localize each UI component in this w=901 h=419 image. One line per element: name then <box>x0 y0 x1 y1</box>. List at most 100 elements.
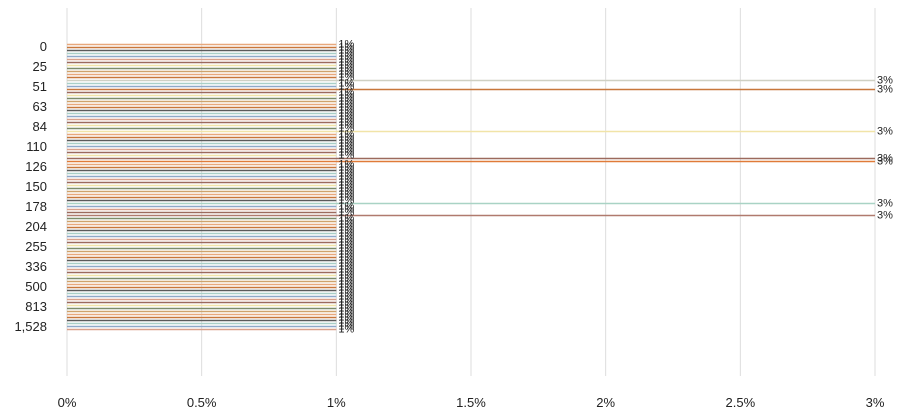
bar-value-label: 1% <box>338 195 354 207</box>
y-tick-label: 500 <box>25 279 47 294</box>
bar-value-label: 1% <box>338 261 354 273</box>
bar-value-label: 3% <box>877 153 893 165</box>
bar-value-label: 1% <box>338 129 354 141</box>
y-tick-label: 813 <box>25 299 47 314</box>
bars <box>67 43 875 331</box>
bar-value-label: 1% <box>338 216 354 228</box>
bar-value-label: 1% <box>338 42 354 54</box>
bar-value-label: 1% <box>338 66 354 78</box>
bar-value-label: 1% <box>338 111 354 123</box>
bar-value-label: 1% <box>338 201 354 213</box>
bar-value-label: 1% <box>338 135 354 147</box>
x-tick-label: 1.5% <box>456 395 486 410</box>
x-axis-ticks: 0% 0.5% 1% 1.5% 2% 2.5% 3% <box>58 395 885 410</box>
bar-value-label: 1% <box>338 69 354 81</box>
y-tick-label: 84 <box>33 119 47 134</box>
bar-value-label: 1% <box>338 93 354 105</box>
y-tick-label: 51 <box>33 79 47 94</box>
bar-value-label: 1% <box>338 183 354 195</box>
bar-value-label: 1% <box>338 279 354 291</box>
bar-value-label: 1% <box>338 54 354 66</box>
bar-value-label: 1% <box>338 144 354 156</box>
bar-value-label: 1% <box>338 117 354 129</box>
bar-value-label: 1% <box>338 240 354 252</box>
x-tick-label: 0.5% <box>187 395 217 410</box>
bar-value-label: 1% <box>338 213 354 225</box>
bar-value-label: 1% <box>338 270 354 282</box>
bar-value-label: 1% <box>338 321 354 333</box>
bar-value-label: 1% <box>338 243 354 255</box>
bar-value-label: 1% <box>338 186 354 198</box>
bar-value-label: 1% <box>338 285 354 297</box>
bar-value-label: 1% <box>338 237 354 249</box>
bar-value-label: 1% <box>338 171 354 183</box>
y-tick-label: 110 <box>26 139 47 154</box>
bar-value-label: 1% <box>338 45 354 57</box>
bar-value-label: 3% <box>877 156 893 168</box>
bar-value-label: 1% <box>338 276 354 288</box>
bar-value-label: 1% <box>338 225 354 237</box>
bar-value-label: 1% <box>338 60 354 72</box>
bar-value-label: 1% <box>338 174 354 186</box>
bar-value-label: 1% <box>338 123 354 135</box>
bar-value-label: 1% <box>338 312 354 324</box>
bar-value-label: 1% <box>338 51 354 63</box>
x-tick-label: 1% <box>327 395 346 410</box>
bar-value-label: 1% <box>338 300 354 312</box>
bar-value-label: 1% <box>338 231 354 243</box>
bar-value-label: 1% <box>338 228 354 240</box>
bar-value-label: 1% <box>338 138 354 150</box>
bar-value-label: 1% <box>338 318 354 330</box>
y-tick-label: 63 <box>33 99 47 114</box>
bar-value-label: 1% <box>338 108 354 120</box>
bar-value-label: 1% <box>338 291 354 303</box>
bar-value-label: 1% <box>338 87 354 99</box>
bar-value-label: 1% <box>338 168 354 180</box>
bar-value-label: 1% <box>338 39 354 51</box>
bar-value-label: 1% <box>338 57 354 69</box>
bar-value-label: 1% <box>338 90 354 102</box>
bar-value-label: 1% <box>338 72 354 84</box>
bar-value-label: 1% <box>338 219 354 231</box>
bar-value-label: 1% <box>338 177 354 189</box>
bar-value-label: 3% <box>877 198 893 210</box>
y-axis-ticks: 0 25 51 63 84 110 126 150 178 204 255 336 500 813 1,52… <box>14 39 47 334</box>
bar-value-label: 1% <box>338 294 354 306</box>
bar-value-label: 1% <box>338 264 354 276</box>
bar-value-label: 1% <box>338 234 354 246</box>
bar-value-label: 1% <box>338 120 354 132</box>
bar-value-label: 1% <box>338 105 354 117</box>
y-tick-label: 255 <box>25 239 47 254</box>
y-tick-label: 204 <box>25 219 47 234</box>
bar-value-label: 1% <box>338 309 354 321</box>
bar-value-label: 1% <box>338 99 354 111</box>
bar-value-label: 1% <box>338 141 354 153</box>
bar-value-label: 1% <box>338 246 354 258</box>
y-tick-label: 1,528 <box>14 319 47 334</box>
x-tick-label: 3% <box>866 395 885 410</box>
bar-value-label: 1% <box>338 324 354 336</box>
y-tick-label: 0 <box>40 39 47 54</box>
bar-value-label: 1% <box>338 78 354 90</box>
data-labels: 1%1%1%1%1%1%1%1%1%1%1%1% 3%1%1% 3%1%1%1%1%… <box>338 39 893 336</box>
bar-value-label: 1% <box>338 315 354 327</box>
y-tick-label: 126 <box>25 159 47 174</box>
y-tick-label: 336 <box>25 259 47 274</box>
bar-value-label: 1% <box>338 81 354 93</box>
bar-value-label: 1% <box>338 306 354 318</box>
bar-value-label: 1% <box>338 162 354 174</box>
bar-value-label: 1% <box>338 147 354 159</box>
bar-value-label: 1% <box>338 189 354 201</box>
bar-value-label: 3% <box>877 75 893 87</box>
bar-value-label: 1% <box>338 297 354 309</box>
bar-value-label: 1% <box>338 252 354 264</box>
bar-value-label: 1% <box>338 222 354 234</box>
x-tick-label: 2% <box>596 395 615 410</box>
bar-value-label: 1% <box>338 180 354 192</box>
bar-value-label: 1% <box>338 207 354 219</box>
bar-value-label: 1% <box>338 132 354 144</box>
bar-value-label: 1% <box>338 255 354 267</box>
bar-value-label: 1% <box>338 48 354 60</box>
